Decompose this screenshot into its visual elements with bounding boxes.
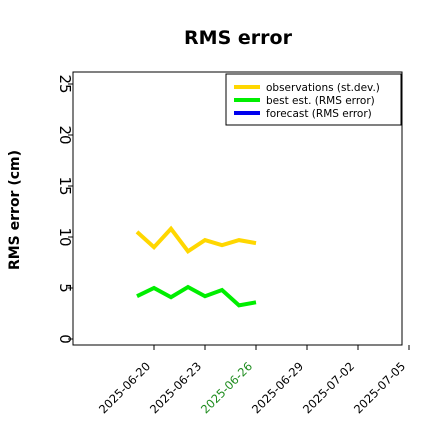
y-axis-label: RMS error (cm) [7,150,23,270]
series-line-2 [136,284,257,308]
y-tick-label: 25 [56,74,74,93]
y-tick-label: 5 [56,283,74,293]
series-group [135,225,257,308]
x-tick-label: 2025-06-29 [249,359,306,416]
legend-label-2: best est. (RMS error) [266,95,375,107]
y-tick-label: 0 [56,334,74,344]
x-tick-label: 2025-06-26 [198,359,255,416]
x-tick-label: 2025-07-02 [300,359,357,416]
y-axis: 0 5 10 15 20 25 [56,74,74,343]
y-tick-label: 15 [56,176,74,195]
x-tick-label: 2025-06-23 [147,359,204,416]
y-tick-label: 10 [56,227,74,246]
legend-label-3: forecast (RMS error) [266,108,372,120]
x-tick-label: 2025-06-20 [96,359,153,416]
x-tick-label: 2025-07-05 [351,359,408,416]
chart-title: RMS error [184,27,293,49]
legend: observations (st.dev.)best est. (RMS err… [225,73,402,126]
legend-label-1: observations (st.dev.) [266,82,380,94]
plot-frame [72,71,403,346]
x-axis: 2025-06-202025-06-232025-06-262025-06-29… [96,345,410,416]
series-line-1 [135,225,257,255]
y-tick-label: 20 [56,125,74,144]
